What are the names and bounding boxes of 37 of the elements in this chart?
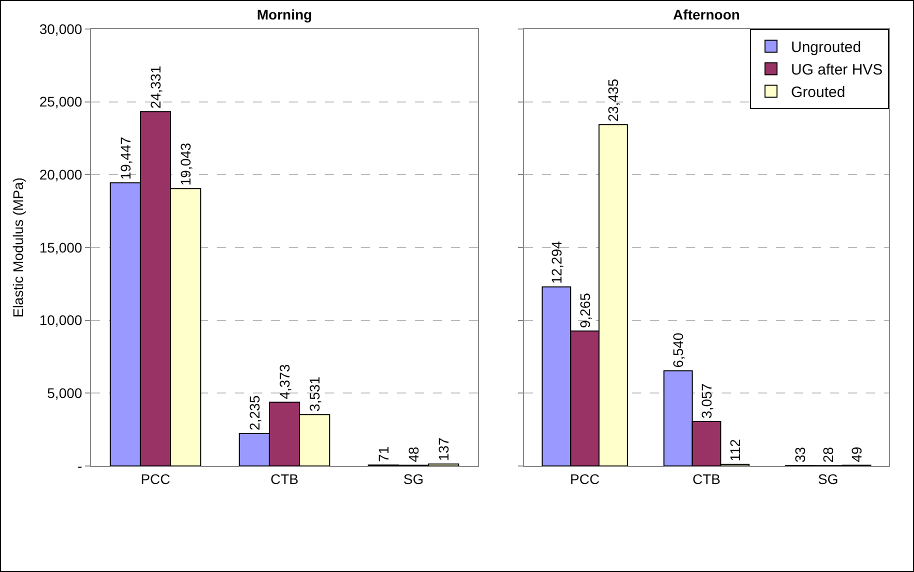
- y-tick-label: 10,000: [39, 312, 82, 328]
- data-label: 137: [436, 437, 452, 461]
- data-label: 19,447: [117, 136, 134, 180]
- y-tick-label: 5,000: [47, 385, 82, 402]
- data-label: 71: [375, 446, 392, 462]
- y-tick-label: 30,000: [39, 20, 82, 37]
- data-label: 48: [406, 446, 422, 462]
- data-label: 12,294: [548, 240, 564, 284]
- data-label: 28: [820, 446, 836, 463]
- data-label: 33: [792, 446, 808, 463]
- x-tick-label: CTB: [692, 470, 720, 487]
- data-label: 19,043: [178, 142, 194, 186]
- data-label: 4,373: [276, 364, 292, 400]
- x-tick-label: PCC: [570, 470, 600, 487]
- data-label: 24,331: [148, 66, 164, 109]
- data-label: 49: [848, 446, 865, 462]
- y-tick-label: 25,000: [39, 94, 82, 110]
- y-tick-label: 15,000: [39, 239, 82, 256]
- legend-label: Grouted: [791, 84, 846, 102]
- x-tick-label: PCC: [140, 470, 170, 487]
- data-label: 23,435: [605, 78, 622, 122]
- x-tick-label: CTB: [270, 470, 298, 487]
- chart-title: Morning: [256, 6, 312, 22]
- x-tick-label: SG: [818, 470, 838, 487]
- data-label: 112: [726, 438, 743, 462]
- data-label: 3,531: [306, 376, 323, 412]
- legend-label: Ungrouted: [791, 39, 862, 56]
- y-tick-label: 20,000: [39, 166, 82, 183]
- legend-label: UG after HVS: [791, 62, 883, 79]
- x-tick-label: SG: [403, 470, 424, 487]
- data-label: 9,265: [576, 292, 593, 328]
- y-tick-label: -: [78, 458, 83, 474]
- chart-title: Afternoon: [673, 6, 740, 22]
- y-axis-title: Elastic Modulus (MPa): [10, 177, 26, 318]
- data-label: 2,235: [246, 395, 262, 430]
- data-label: 6,540: [670, 332, 686, 368]
- data-label: 3,057: [698, 383, 714, 418]
